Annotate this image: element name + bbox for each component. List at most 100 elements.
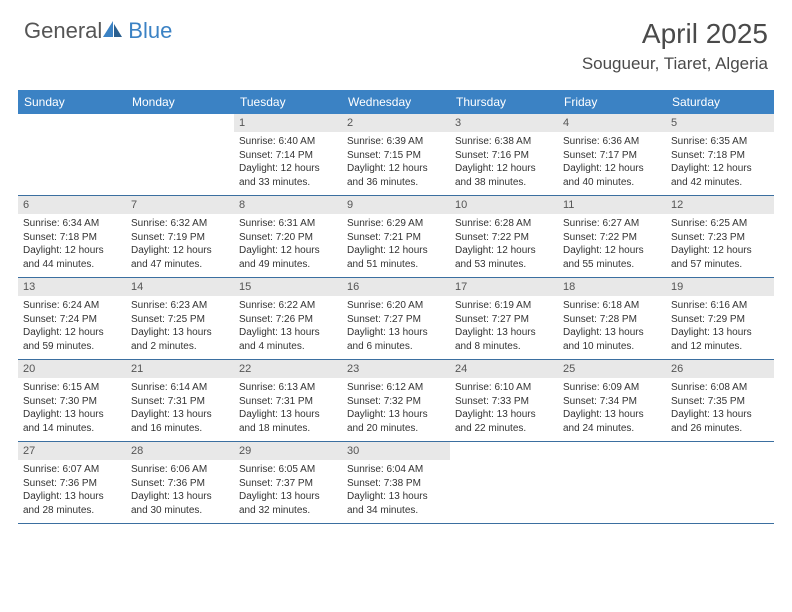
calendar-table: SundayMondayTuesdayWednesdayThursdayFrid… <box>18 90 774 524</box>
calendar-cell: 5Sunrise: 6:35 AMSunset: 7:18 PMDaylight… <box>666 114 774 196</box>
day-number: 19 <box>666 278 774 296</box>
day-content: Sunrise: 6:13 AMSunset: 7:31 PMDaylight:… <box>234 378 342 441</box>
daylight-text: Daylight: 12 hours and 44 minutes. <box>23 244 121 271</box>
day-number: 14 <box>126 278 234 296</box>
sunrise-text: Sunrise: 6:19 AM <box>455 299 553 313</box>
day-content: Sunrise: 6:28 AMSunset: 7:22 PMDaylight:… <box>450 214 558 277</box>
calendar-week: 20 Sunrise: 6:15 AMSunset: 7:30 PM Dayligh… <box>18 360 774 442</box>
day-number: 1 <box>234 114 342 132</box>
calendar-cell: 19Sunrise: 6:16 AMSunset: 7:29 PMDayligh… <box>666 278 774 360</box>
calendar-cell: 21Sunrise: 6:14 AMSunset: 7:31 PMDayligh… <box>126 360 234 442</box>
sunrise-text: Sunrise: 6:28 AM <box>455 217 553 231</box>
day-content: Sunrise: 6:27 AMSunset: 7:22 PMDaylight:… <box>558 214 666 277</box>
day-header: Monday <box>126 90 234 114</box>
daylight-text: Daylight: 12 hours and 57 minutes. <box>671 244 769 271</box>
calendar-cell: 14Sunrise: 6:23 AMSunset: 7:25 PMDayligh… <box>126 278 234 360</box>
sunrise-text: Sunrise: 6:09 AM <box>563 381 661 395</box>
sunset-text: Sunset: 7:29 PM <box>671 313 769 327</box>
sunset-text: Sunset: 7:27 PM <box>455 313 553 327</box>
calendar-body: 1Sunrise: 6:40 AMSunset: 7:14 PMDaylight… <box>18 114 774 524</box>
day-header: Thursday <box>450 90 558 114</box>
calendar-cell: 18Sunrise: 6:18 AMSunset: 7:28 PMDayligh… <box>558 278 666 360</box>
brand-word2: Blue <box>128 18 172 44</box>
day-content: Sunrise: 6:31 AMSunset: 7:20 PMDaylight:… <box>234 214 342 277</box>
sunset-text: Sunset: 7:20 PM <box>239 231 337 245</box>
day-content: Sunrise: 6:23 AMSunset: 7:25 PMDaylight:… <box>126 296 234 359</box>
sunrise-text: Sunrise: 6:07 AM <box>23 463 121 477</box>
calendar-week: 6Sunrise: 6:34 AMSunset: 7:18 PMDaylight… <box>18 196 774 278</box>
day-content: Sunrise: 6:25 AMSunset: 7:23 PMDaylight:… <box>666 214 774 277</box>
sunrise-text: Sunrise: 6:39 AM <box>347 135 445 149</box>
calendar-cell: 6Sunrise: 6:34 AMSunset: 7:18 PMDaylight… <box>18 196 126 278</box>
day-number: 11 <box>558 196 666 214</box>
sunset-text: Sunset: 7:19 PM <box>131 231 229 245</box>
page-header: General Blue April 2025 Sougueur, Tiaret… <box>0 0 792 82</box>
calendar-cell: 22Sunrise: 6:13 AMSunset: 7:31 PMDayligh… <box>234 360 342 442</box>
sunrise-text: Sunrise: 6:24 AM <box>23 299 121 313</box>
day-content: Sunrise: 6:19 AMSunset: 7:27 PMDaylight:… <box>450 296 558 359</box>
day-number: 20 <box>18 360 126 378</box>
calendar-cell: 7Sunrise: 6:32 AMSunset: 7:19 PMDaylight… <box>126 196 234 278</box>
month-title: April 2025 <box>582 18 768 50</box>
daylight-text: Daylight: 13 hours and 26 minutes. <box>671 408 769 435</box>
daylight-text: Daylight: 12 hours and 55 minutes. <box>563 244 661 271</box>
calendar-cell <box>18 114 126 196</box>
calendar-cell: 2Sunrise: 6:39 AMSunset: 7:15 PMDaylight… <box>342 114 450 196</box>
sunset-text: Sunset: 7:25 PM <box>131 313 229 327</box>
day-content: Sunrise: 6:22 AMSunset: 7:26 PMDaylight:… <box>234 296 342 359</box>
daylight-text: Daylight: 12 hours and 38 minutes. <box>455 162 553 189</box>
sunset-text: Sunset: 7:31 PM <box>239 395 337 409</box>
day-content: Sunrise: 6:38 AMSunset: 7:16 PMDaylight:… <box>450 132 558 195</box>
sunset-text: Sunset: 7:23 PM <box>671 231 769 245</box>
calendar-head: SundayMondayTuesdayWednesdayThursdayFrid… <box>18 90 774 114</box>
day-number: 5 <box>666 114 774 132</box>
daylight-text: Daylight: 13 hours and 30 minutes. <box>131 490 229 517</box>
daylight-text: Daylight: 12 hours and 51 minutes. <box>347 244 445 271</box>
day-number: 7 <box>126 196 234 214</box>
day-content: Sunrise: 6:36 AMSunset: 7:17 PMDaylight:… <box>558 132 666 195</box>
sunset-text: Sunset: 7:38 PM <box>347 477 445 491</box>
sunset-text: Sunset: 7:30 PM <box>23 395 121 409</box>
sunset-text: Sunset: 7:36 PM <box>131 477 229 491</box>
sunset-text: Sunset: 7:16 PM <box>455 149 553 163</box>
calendar-cell <box>126 114 234 196</box>
sunrise-text: Sunrise: 6:40 AM <box>239 135 337 149</box>
day-content: Sunrise: 6:29 AMSunset: 7:21 PMDaylight:… <box>342 214 450 277</box>
sunrise-text: Sunrise: 6:35 AM <box>671 135 769 149</box>
day-header: Wednesday <box>342 90 450 114</box>
day-number: 30 <box>342 442 450 460</box>
daylight-text: Daylight: 12 hours and 36 minutes. <box>347 162 445 189</box>
sunrise-text: Sunrise: 6:05 AM <box>239 463 337 477</box>
day-content: Sunrise: 6:04 AMSunset: 7:38 PMDaylight:… <box>342 460 450 523</box>
sunset-text: Sunset: 7:35 PM <box>671 395 769 409</box>
day-content: Sunrise: 6:16 AMSunset: 7:29 PMDaylight:… <box>666 296 774 359</box>
day-content: Sunrise: 6:06 AMSunset: 7:36 PMDaylight:… <box>126 460 234 523</box>
day-number: 29 <box>234 442 342 460</box>
sunrise-text: Sunrise: 6:18 AM <box>563 299 661 313</box>
sunrise-text: Sunrise: 6:15 AM <box>23 381 121 395</box>
day-content: Sunrise: 6:05 AMSunset: 7:37 PMDaylight:… <box>234 460 342 523</box>
sunrise-text: Sunrise: 6:34 AM <box>23 217 121 231</box>
sunrise-text: Sunrise: 6:29 AM <box>347 217 445 231</box>
daylight-text: Daylight: 13 hours and 2 minutes. <box>131 326 229 353</box>
daylight-text: Daylight: 12 hours and 47 minutes. <box>131 244 229 271</box>
sunrise-text: Sunrise: 6:22 AM <box>239 299 337 313</box>
day-number: 10 <box>450 196 558 214</box>
day-number: 3 <box>450 114 558 132</box>
sunrise-text: Sunrise: 6:38 AM <box>455 135 553 149</box>
sunrise-text: Sunrise: 6:10 AM <box>455 381 553 395</box>
sunrise-text: Sunrise: 6:06 AM <box>131 463 229 477</box>
daylight-text: Daylight: 13 hours and 20 minutes. <box>347 408 445 435</box>
day-number: 25 <box>558 360 666 378</box>
day-header: Friday <box>558 90 666 114</box>
day-content: Sunrise: 6:20 AMSunset: 7:27 PMDaylight:… <box>342 296 450 359</box>
sunset-text: Sunset: 7:34 PM <box>563 395 661 409</box>
calendar-cell: 30Sunrise: 6:04 AMSunset: 7:38 PMDayligh… <box>342 442 450 524</box>
brand-sail-icon <box>102 20 124 43</box>
calendar-cell: 20Sunrise: 6:15 AMSunset: 7:30 PMDayligh… <box>18 360 126 442</box>
sunrise-text: Sunrise: 6:12 AM <box>347 381 445 395</box>
calendar-cell: 25Sunrise: 6:09 AMSunset: 7:34 PMDayligh… <box>558 360 666 442</box>
day-number: 28 <box>126 442 234 460</box>
calendar-week: 1Sunrise: 6:40 AMSunset: 7:14 PMDaylight… <box>18 114 774 196</box>
daylight-text: Daylight: 13 hours and 22 minutes. <box>455 408 553 435</box>
